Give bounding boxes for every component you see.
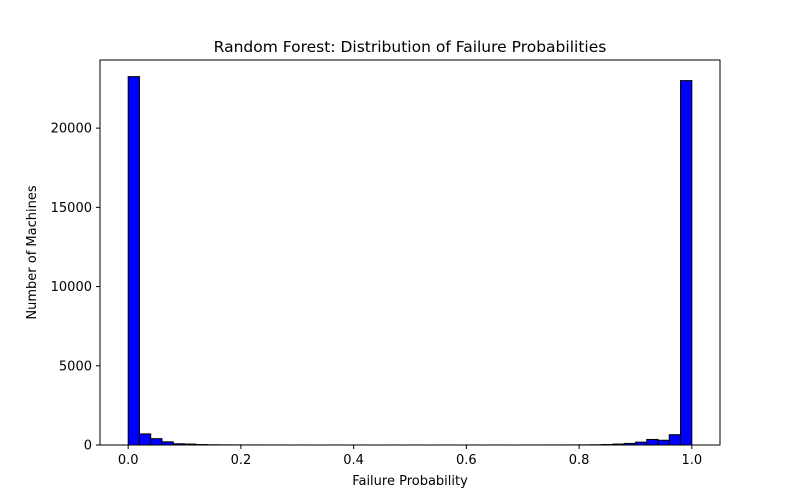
histogram-bar [138,433,152,446]
x-tick-label: 0.2 [231,453,252,468]
histogram-bar [127,76,140,446]
histogram-bar [680,80,693,446]
y-tick-label: 15000 [51,201,92,216]
x-tick-label: 0.4 [343,453,364,468]
x-ticks-group: 0.0 0.2 0.4 0.6 0.8 1.0 [118,445,702,468]
x-axis-label: Failure Probability [352,474,468,489]
x-tick-label: 0.8 [569,453,590,468]
bars-group [127,76,693,446]
histogram-bar [150,438,163,446]
histogram-bar [668,434,682,446]
y-tick-label: 10000 [51,280,92,295]
y-axis-label: Number of Machines [25,185,40,319]
y-ticks-group: 0 5000 10000 15000 20000 [51,122,100,454]
chart-title: Random Forest: Distribution of Failure P… [214,38,607,56]
y-tick-label: 20000 [51,122,92,137]
plot-frame [99,59,721,446]
x-tick-label: 0.6 [456,453,477,468]
histogram-bar [657,439,670,446]
y-tick-label: 5000 [59,359,92,374]
x-tick-label: 1.0 [681,453,702,468]
histogram-bar [646,438,659,446]
x-tick-label: 0.0 [118,453,139,468]
y-tick-label: 0 [84,439,92,454]
